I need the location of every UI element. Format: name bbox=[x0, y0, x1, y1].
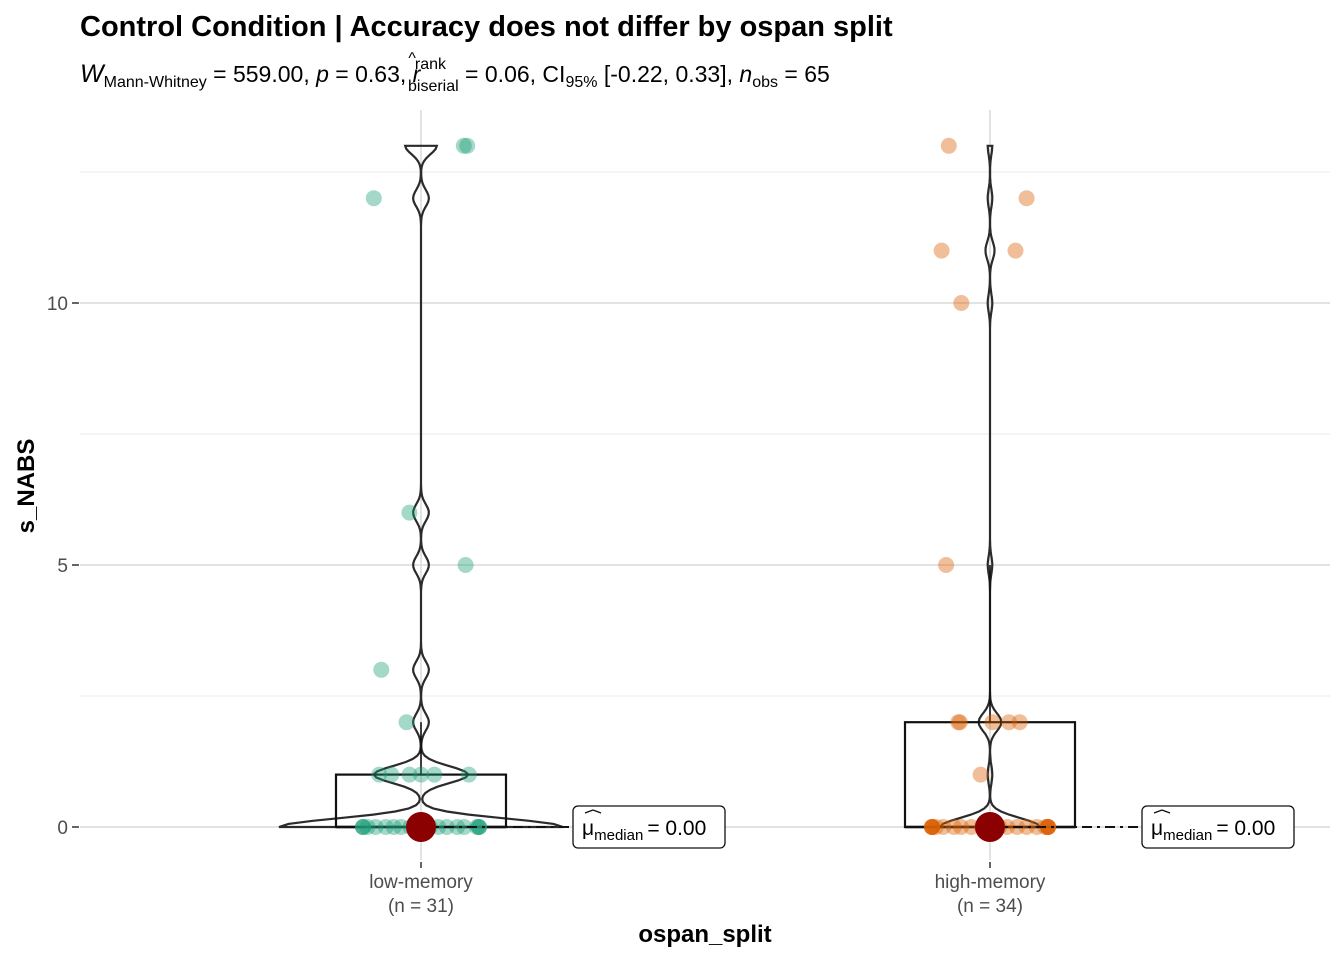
data-point bbox=[1040, 819, 1056, 835]
grid bbox=[80, 110, 1330, 860]
median-markers: μmedian = 0.00 μmedian = 0.00 bbox=[406, 805, 1295, 849]
data-point bbox=[377, 819, 394, 835]
data-point bbox=[940, 137, 957, 154]
data-point bbox=[945, 819, 962, 835]
data-point bbox=[935, 819, 952, 835]
data-point bbox=[457, 557, 474, 573]
data-point bbox=[359, 819, 376, 835]
data-point bbox=[924, 819, 940, 835]
x-tick-label: low-memory bbox=[369, 872, 473, 893]
data-point bbox=[471, 819, 487, 835]
data-point bbox=[984, 714, 1001, 731]
data-point bbox=[365, 190, 382, 207]
data-point bbox=[1007, 242, 1024, 259]
data-point bbox=[455, 137, 472, 154]
median-point bbox=[975, 812, 1005, 842]
median-label-box bbox=[1141, 805, 1295, 849]
hat-left bbox=[1153, 809, 1163, 814]
data-point bbox=[972, 766, 989, 783]
data-point bbox=[924, 819, 940, 835]
x-tick-label: high-memory bbox=[935, 872, 1046, 893]
y-tick-label: 10 bbox=[47, 294, 68, 315]
data-point bbox=[459, 137, 476, 154]
data-point bbox=[355, 819, 371, 835]
data-point bbox=[938, 557, 955, 573]
chart-title: Control Condition | Accuracy does not di… bbox=[80, 11, 893, 43]
data-point bbox=[1040, 819, 1056, 835]
data-point bbox=[426, 766, 443, 783]
data-point bbox=[1011, 714, 1028, 731]
data-point bbox=[1018, 819, 1035, 835]
data-point bbox=[933, 242, 950, 259]
data-point bbox=[355, 819, 371, 835]
hat-right bbox=[592, 809, 602, 814]
data-point bbox=[401, 766, 418, 783]
violins bbox=[278, 144, 1043, 829]
data-point bbox=[413, 766, 429, 783]
hat-left bbox=[584, 809, 594, 814]
data-point bbox=[373, 661, 390, 678]
data-point bbox=[924, 819, 940, 835]
median-label: μmedian = 0.00 bbox=[582, 817, 706, 844]
violin-low-memory bbox=[278, 144, 564, 829]
median-label: μmedian = 0.00 bbox=[1151, 817, 1275, 844]
data-point bbox=[371, 766, 388, 783]
data-point bbox=[460, 766, 477, 783]
data-point bbox=[1040, 819, 1056, 835]
x-tick-n-label: (n = 34) bbox=[957, 896, 1023, 917]
data-point bbox=[398, 714, 415, 731]
data-point bbox=[449, 819, 466, 835]
chart-subtitle: WMann-Whitney = 559.00, p = 0.63, r^rank… bbox=[80, 50, 830, 95]
data-point bbox=[456, 819, 473, 835]
data-point bbox=[1001, 714, 1017, 731]
median-point bbox=[406, 812, 436, 842]
data-point bbox=[950, 714, 967, 731]
data-point bbox=[924, 819, 940, 835]
x-axis-ticks: low-memory (n = 31) high-memory (n = 34) bbox=[369, 862, 1046, 917]
data-point bbox=[355, 819, 371, 835]
data-point bbox=[1040, 819, 1056, 835]
data-point bbox=[1018, 190, 1035, 207]
y-axis-ticks: 0 5 10 bbox=[47, 294, 79, 839]
y-tick-label: 0 bbox=[57, 818, 68, 839]
data-point bbox=[401, 504, 418, 521]
data-point bbox=[963, 819, 980, 835]
data-point bbox=[924, 819, 940, 835]
y-tick-label: 5 bbox=[57, 556, 68, 577]
data-point bbox=[1040, 819, 1056, 835]
data-point bbox=[367, 819, 384, 835]
y-axis-title: s_NABS bbox=[13, 439, 40, 534]
data-point bbox=[953, 295, 970, 311]
data-points bbox=[355, 137, 1056, 835]
data-point bbox=[927, 819, 944, 835]
median-label-box bbox=[572, 805, 726, 849]
data-point bbox=[383, 766, 400, 783]
data-point bbox=[393, 819, 410, 835]
hat-right bbox=[1161, 809, 1171, 814]
data-point bbox=[385, 819, 402, 835]
data-point bbox=[951, 714, 968, 731]
data-point bbox=[471, 819, 487, 835]
x-axis-title: ospan_split bbox=[638, 921, 771, 948]
data-point bbox=[471, 819, 487, 835]
x-tick-n-label: (n = 31) bbox=[388, 896, 454, 917]
data-point bbox=[953, 819, 970, 835]
